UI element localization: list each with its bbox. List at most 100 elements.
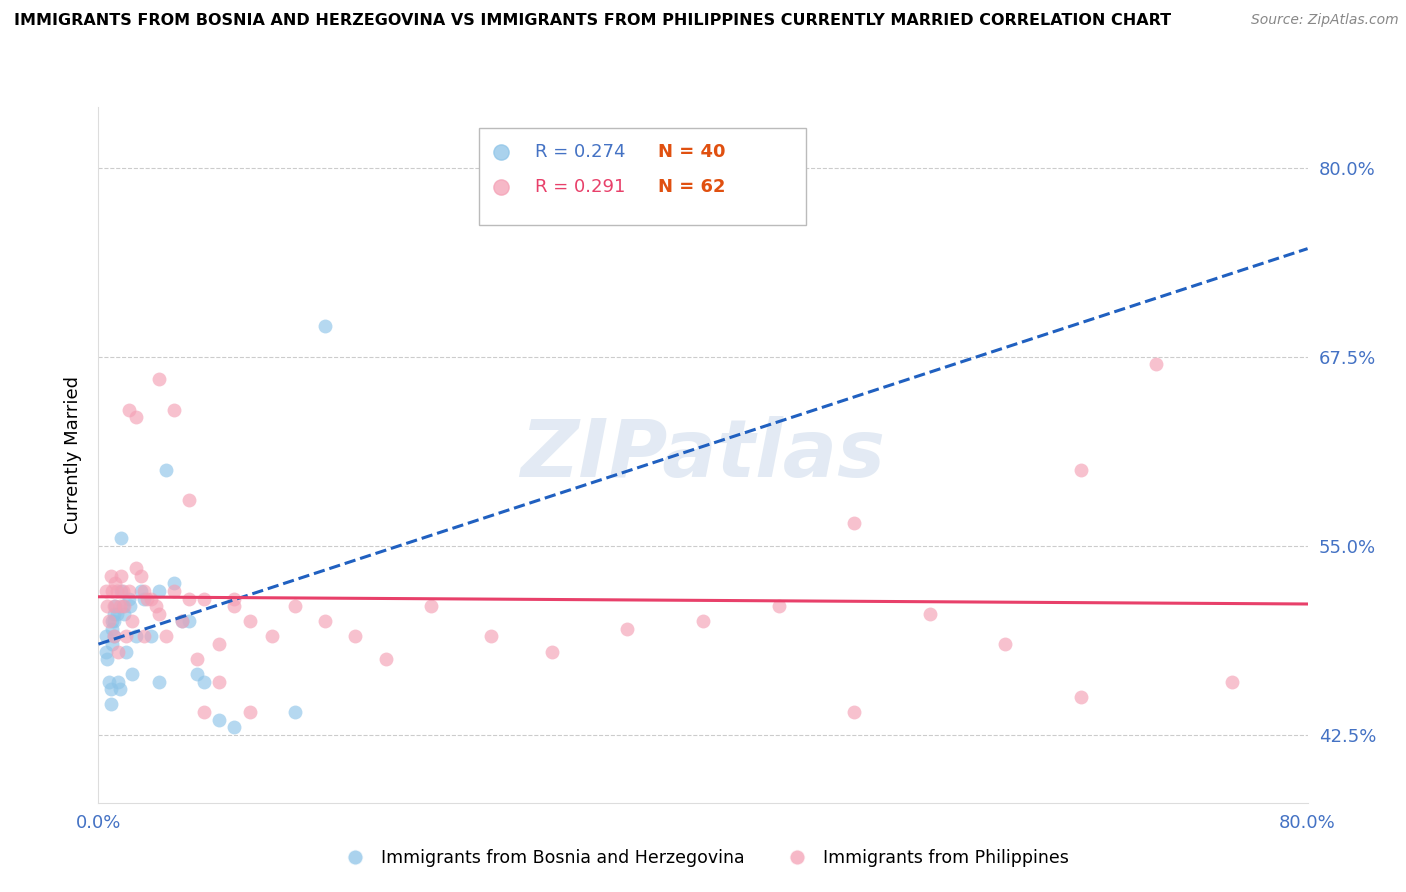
Text: ZIPatlas: ZIPatlas [520,416,886,494]
Point [918,607,941,621]
Point [374,652,396,666]
Point [1220,674,1243,689]
Point [132,584,155,599]
Point [100,698,122,712]
Point [101,584,124,599]
Point [481,629,503,643]
Point [186,652,208,666]
Point [224,720,246,734]
Point [94,629,117,643]
Point [148,372,170,386]
Point [105,584,128,599]
Text: R = 0.291: R = 0.291 [534,178,626,196]
Legend: Immigrants from Bosnia and Herzegovina, Immigrants from Philippines: Immigrants from Bosnia and Herzegovina, … [330,842,1076,874]
Point [1144,357,1167,371]
Point [129,569,152,583]
Point [125,561,148,575]
Point [118,591,141,606]
Point [110,531,132,545]
Point [193,705,215,719]
Point [148,607,170,621]
Point [107,674,129,689]
Point [540,644,562,658]
Point [284,599,307,614]
Text: IMMIGRANTS FROM BOSNIA AND HERZEGOVINA VS IMMIGRANTS FROM PHILIPPINES CURRENTLY : IMMIGRANTS FROM BOSNIA AND HERZEGOVINA V… [14,13,1171,29]
Point [208,713,231,727]
Point [98,615,121,629]
Point [100,682,122,697]
Point [224,599,246,614]
Point [104,599,127,614]
Point [111,599,134,614]
Point [110,584,132,599]
Point [141,591,163,606]
Point [96,599,118,614]
Point [110,569,132,583]
Point [239,705,262,719]
Point [108,682,131,697]
Text: Source: ZipAtlas.com: Source: ZipAtlas.com [1251,13,1399,28]
Point [103,629,125,643]
Point [844,705,866,719]
Point [179,591,201,606]
Point [94,584,117,599]
Point [101,615,124,629]
Text: N = 62: N = 62 [658,178,725,196]
Point [314,615,336,629]
Point [132,591,155,606]
Point [125,410,148,425]
Point [193,674,215,689]
Point [208,637,231,651]
Point [1070,463,1092,477]
Point [114,644,136,658]
Point [111,584,134,599]
Point [125,629,148,643]
Point [768,599,790,614]
Point [284,705,307,719]
Point [616,622,638,636]
Text: N = 40: N = 40 [658,144,725,161]
Point [100,569,122,583]
Point [103,599,125,614]
Point [121,667,143,681]
Point [104,576,127,591]
Point [121,615,143,629]
Point [135,591,157,606]
Point [170,615,193,629]
Point [262,629,284,643]
Point [148,674,170,689]
Point [114,629,136,643]
Point [112,607,135,621]
Point [163,402,186,417]
Point [148,584,170,599]
Point [101,622,124,636]
Point [96,652,118,666]
Point [155,463,177,477]
Y-axis label: Currently Married: Currently Married [65,376,83,534]
Point [179,493,201,508]
Point [179,615,201,629]
Point [101,637,124,651]
Point [163,576,186,591]
Point [224,591,246,606]
Point [186,667,208,681]
Point [145,599,167,614]
Point [103,607,125,621]
Point [132,629,155,643]
Point [208,674,231,689]
Point [692,615,714,629]
Point [420,599,443,614]
Point [108,599,131,614]
Text: R = 0.274: R = 0.274 [534,144,626,161]
Point [107,644,129,658]
Point [844,516,866,530]
Point [141,629,163,643]
Point [118,402,141,417]
Point [112,599,135,614]
Point [344,629,367,643]
Point [1070,690,1092,704]
Point [155,629,177,643]
FancyBboxPatch shape [479,128,806,226]
Point [105,607,128,621]
Point [98,674,121,689]
